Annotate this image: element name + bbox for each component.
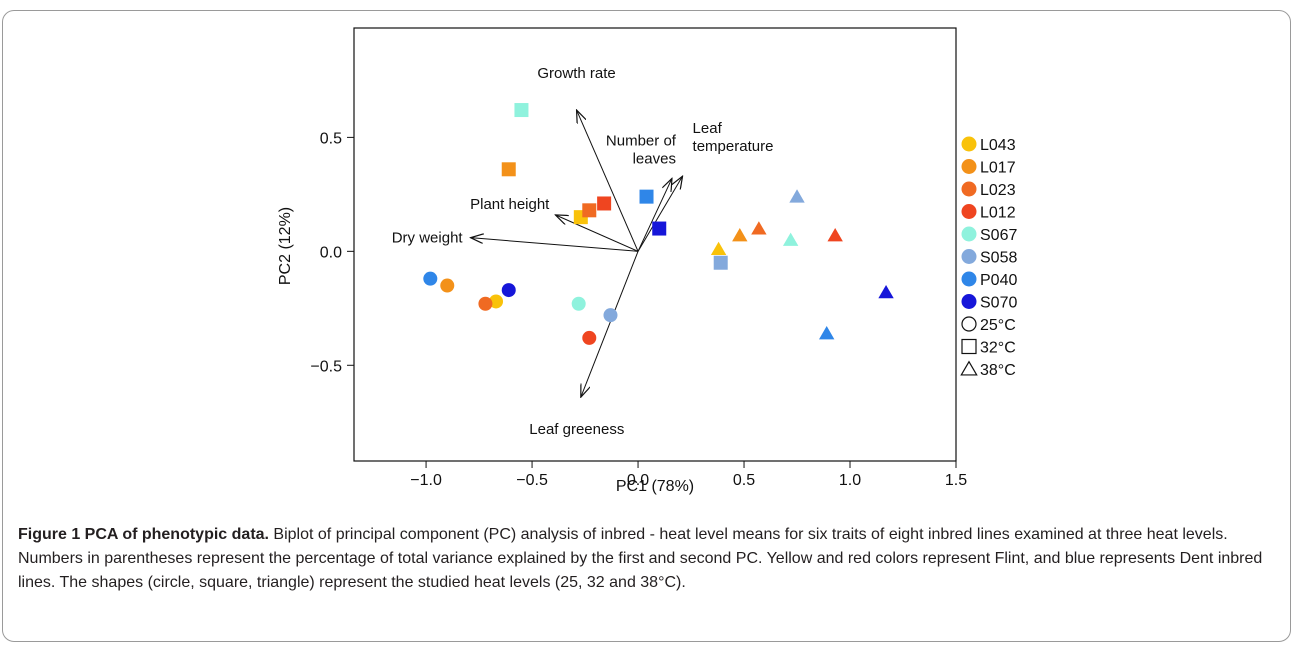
loading-vector <box>577 110 639 252</box>
legend-label: S058 <box>980 250 1017 267</box>
y-tick-label: 0.0 <box>320 244 342 261</box>
loading-vector <box>637 176 683 252</box>
figure-caption: Figure 1 PCA of phenotypic data. Biplot … <box>18 523 1273 595</box>
caption-title: Figure 1 PCA of phenotypic data. <box>18 526 269 543</box>
data-point-s067-circle <box>571 296 586 311</box>
legend-label: L017 <box>980 160 1016 177</box>
legend-swatch-p040 <box>961 271 977 287</box>
y-tick-label: −0.5 <box>310 358 342 375</box>
data-point-p040-triangle <box>818 326 835 340</box>
caption-text: Biplot of principal component (PC) analy… <box>18 526 1263 591</box>
data-point-l012-square <box>597 196 612 211</box>
x-axis-title: PC1 (78%) <box>616 478 694 495</box>
data-point-s067-square <box>514 103 529 118</box>
legend-shape-triangle <box>960 360 978 376</box>
legend-label: L023 <box>980 182 1016 199</box>
vector-label: Plant height <box>470 196 550 213</box>
legend-swatch-s058 <box>961 249 977 264</box>
loading-vector <box>581 251 639 397</box>
data-point-l023-square <box>582 203 597 218</box>
data-point-s058-triangle <box>789 189 805 203</box>
loading-vector <box>471 238 639 252</box>
data-point-l023-circle <box>478 296 493 311</box>
data-point-l023-triangle <box>751 221 767 235</box>
legend-swatch-s067 <box>961 226 977 242</box>
y-axis: −0.5 0.0 0.5 <box>310 130 354 375</box>
legend-label: S067 <box>980 227 1017 244</box>
data-point-s070-circle <box>501 283 516 298</box>
data-point-p040-square <box>639 189 654 204</box>
data-point-l043-circle <box>489 294 504 309</box>
data-point-l012-triangle <box>827 228 843 242</box>
data-point-s058-circle <box>603 308 618 323</box>
data-point-l017-circle <box>440 278 455 293</box>
data-point-s067-triangle <box>782 232 799 246</box>
x-tick-label: −0.5 <box>516 472 548 489</box>
legend-label: P040 <box>980 272 1017 289</box>
plot-area-border <box>353 27 957 462</box>
legend: L043 L017 L023 L012 S067 S058 P040 S070 25°C 32°C… <box>960 136 1017 379</box>
loading-vector <box>637 178 672 252</box>
loading-vectors: Growth rate Number of leaves Leaf temperatur… <box>392 65 774 438</box>
legend-swatch-l017 <box>961 159 977 174</box>
legend-shape-circle <box>961 316 977 332</box>
y-axis-title: PC2 (12%) <box>277 207 294 285</box>
data-point-l017-triangle <box>732 228 748 242</box>
legend-swatch-l012 <box>961 204 977 219</box>
legend-shape-label: 38°C <box>980 362 1016 379</box>
vector-label: Dry weight <box>392 230 464 247</box>
x-tick-label: −1.0 <box>410 472 442 489</box>
x-axis: −1.0 −0.5 0.0 0.5 1.0 1.5 <box>410 461 967 489</box>
legend-label: L012 <box>980 205 1016 222</box>
data-point-l012-circle <box>582 330 597 345</box>
x-tick-label: 0.0 <box>627 472 649 489</box>
vector-label: Leaf temperature <box>693 120 774 155</box>
x-tick-label: 0.5 <box>733 472 755 489</box>
loading-vector <box>555 215 639 252</box>
legend-swatch-s070 <box>961 294 977 309</box>
legend-shape-label: 25°C <box>980 317 1016 334</box>
legend-swatch-l043 <box>961 136 977 152</box>
data-point-s070-square <box>652 221 667 236</box>
legend-label: L043 <box>980 137 1016 154</box>
vector-label: Number of leaves <box>606 132 677 167</box>
x-tick-label: 1.0 <box>839 472 861 489</box>
data-point-s058-square <box>713 255 728 270</box>
data-point-l043-triangle <box>710 241 727 256</box>
legend-swatch-l023 <box>961 181 977 197</box>
vector-label: Leaf greeness <box>529 421 624 438</box>
data-point-l017-square <box>501 162 516 177</box>
x-tick-label: 1.5 <box>945 472 967 489</box>
legend-shape-square <box>961 338 977 355</box>
legend-shape-label: 32°C <box>980 340 1016 357</box>
y-tick-label: 0.5 <box>320 130 342 147</box>
vector-label: Growth rate <box>537 65 615 82</box>
figure-frame <box>2 10 1291 642</box>
data-points <box>423 103 894 345</box>
data-point-p040-circle <box>423 271 438 286</box>
legend-label: S070 <box>980 295 1017 312</box>
pca-biplot: −1.0 −0.5 0.0 0.5 1.0 1.5 −0.5 0.0 0.5 Growth r… <box>277 27 1017 495</box>
data-point-s070-triangle <box>878 285 894 299</box>
